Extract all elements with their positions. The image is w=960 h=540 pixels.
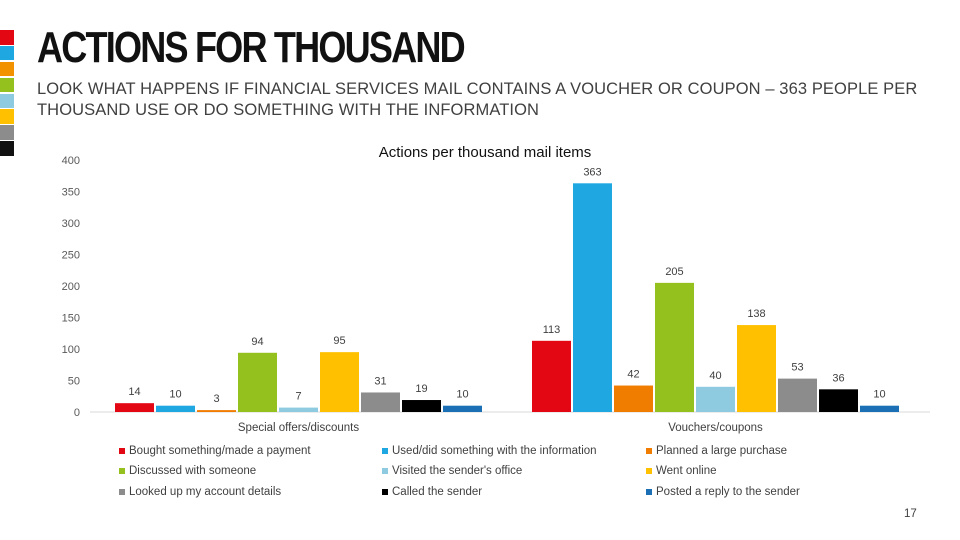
data-label: 53 <box>791 362 803 374</box>
y-tick-label: 50 <box>68 376 80 388</box>
accent-stripe <box>0 30 14 157</box>
y-tick-label: 350 <box>62 187 80 199</box>
bar <box>655 282 694 412</box>
y-tick-label: 100 <box>62 344 80 356</box>
legend-label: Posted a reply to the sender <box>656 486 800 498</box>
y-tick-label: 0 <box>74 407 80 419</box>
data-label: 113 <box>543 324 561 336</box>
data-label: 205 <box>665 266 683 278</box>
bar <box>115 403 154 412</box>
bar <box>696 386 735 412</box>
data-label: 31 <box>374 375 386 387</box>
y-tick-label: 200 <box>62 281 80 293</box>
legend-swatch <box>646 468 652 474</box>
bar <box>320 352 359 412</box>
legend-item: Posted a reply to the sender <box>646 486 800 498</box>
legend-label: Visited the sender's office <box>392 465 523 477</box>
legend-swatch <box>382 448 388 454</box>
data-label: 42 <box>627 369 639 381</box>
accent-stripe-block <box>0 77 14 93</box>
accent-stripe-block <box>0 93 14 109</box>
data-label: 7 <box>295 391 301 403</box>
bar <box>573 183 612 412</box>
data-label: 36 <box>832 372 844 384</box>
data-label: 19 <box>415 383 427 395</box>
data-label: 10 <box>169 389 181 401</box>
legend-swatch <box>119 448 125 454</box>
x-category-label: Special offers/discounts <box>238 422 359 434</box>
slide-subtitle: LOOK WHAT HAPPENS IF FINANCIAL SERVICES … <box>37 80 918 119</box>
bar <box>156 405 195 412</box>
data-label: 10 <box>873 389 885 401</box>
data-label: 363 <box>583 166 601 178</box>
bar <box>402 400 441 412</box>
legend-swatch <box>382 489 388 495</box>
bar <box>443 405 482 412</box>
y-tick-label: 250 <box>62 250 80 262</box>
legend-label: Planned a large purchase <box>656 445 788 457</box>
legend-item: Called the sender <box>382 486 482 498</box>
bar <box>532 340 571 412</box>
legend-item: Went online <box>646 465 717 477</box>
data-label: 95 <box>333 335 345 347</box>
data-label: 138 <box>747 308 765 320</box>
legend-swatch <box>382 468 388 474</box>
bar <box>197 410 236 412</box>
bar <box>778 378 817 412</box>
legend-label: Looked up my account details <box>129 486 282 498</box>
y-tick-label: 150 <box>62 313 80 325</box>
legend-item: Bought something/made a payment <box>119 445 311 457</box>
legend-item: Used/did something with the information <box>382 445 597 457</box>
x-category-label: Vouchers/coupons <box>668 422 763 434</box>
legend-label: Bought something/made a payment <box>129 445 311 457</box>
legend-swatch <box>119 489 125 495</box>
bar <box>860 405 899 412</box>
legend-item: Visited the sender's office <box>382 465 522 477</box>
legend-item: Discussed with someone <box>119 465 256 477</box>
page-number: 17 <box>904 508 917 520</box>
legend-label: Called the sender <box>392 486 483 498</box>
legend-label: Discussed with someone <box>129 465 257 477</box>
data-label: 40 <box>709 370 721 382</box>
legend-item: Planned a large purchase <box>646 445 787 457</box>
accent-stripe-block <box>0 61 14 77</box>
accent-stripe-block <box>0 125 14 140</box>
y-tick-label: 400 <box>62 155 80 167</box>
legend-label: Went online <box>656 465 717 477</box>
accent-stripe-block <box>0 30 14 45</box>
data-label: 94 <box>251 336 263 348</box>
data-label: 3 <box>213 393 219 405</box>
chart-title: Actions per thousand mail items <box>379 144 592 161</box>
bar <box>819 389 858 412</box>
bar <box>279 407 318 412</box>
bar <box>614 385 653 412</box>
slide-title: ACTIONS FOR THOUSAND <box>37 23 466 72</box>
y-tick-label: 300 <box>62 218 80 230</box>
accent-stripe-block <box>0 141 14 156</box>
bar <box>361 392 400 412</box>
legend-item: Looked up my account details <box>119 486 281 498</box>
legend-swatch <box>119 468 125 474</box>
legend-label: Used/did something with the information <box>392 445 597 457</box>
accent-stripe-block <box>0 45 14 61</box>
data-label: 10 <box>456 389 468 401</box>
legend-swatch <box>646 489 652 495</box>
bar <box>238 352 277 412</box>
accent-stripe-block <box>0 109 14 124</box>
bar <box>737 325 776 412</box>
legend-swatch <box>646 448 652 454</box>
data-label: 14 <box>128 386 140 398</box>
